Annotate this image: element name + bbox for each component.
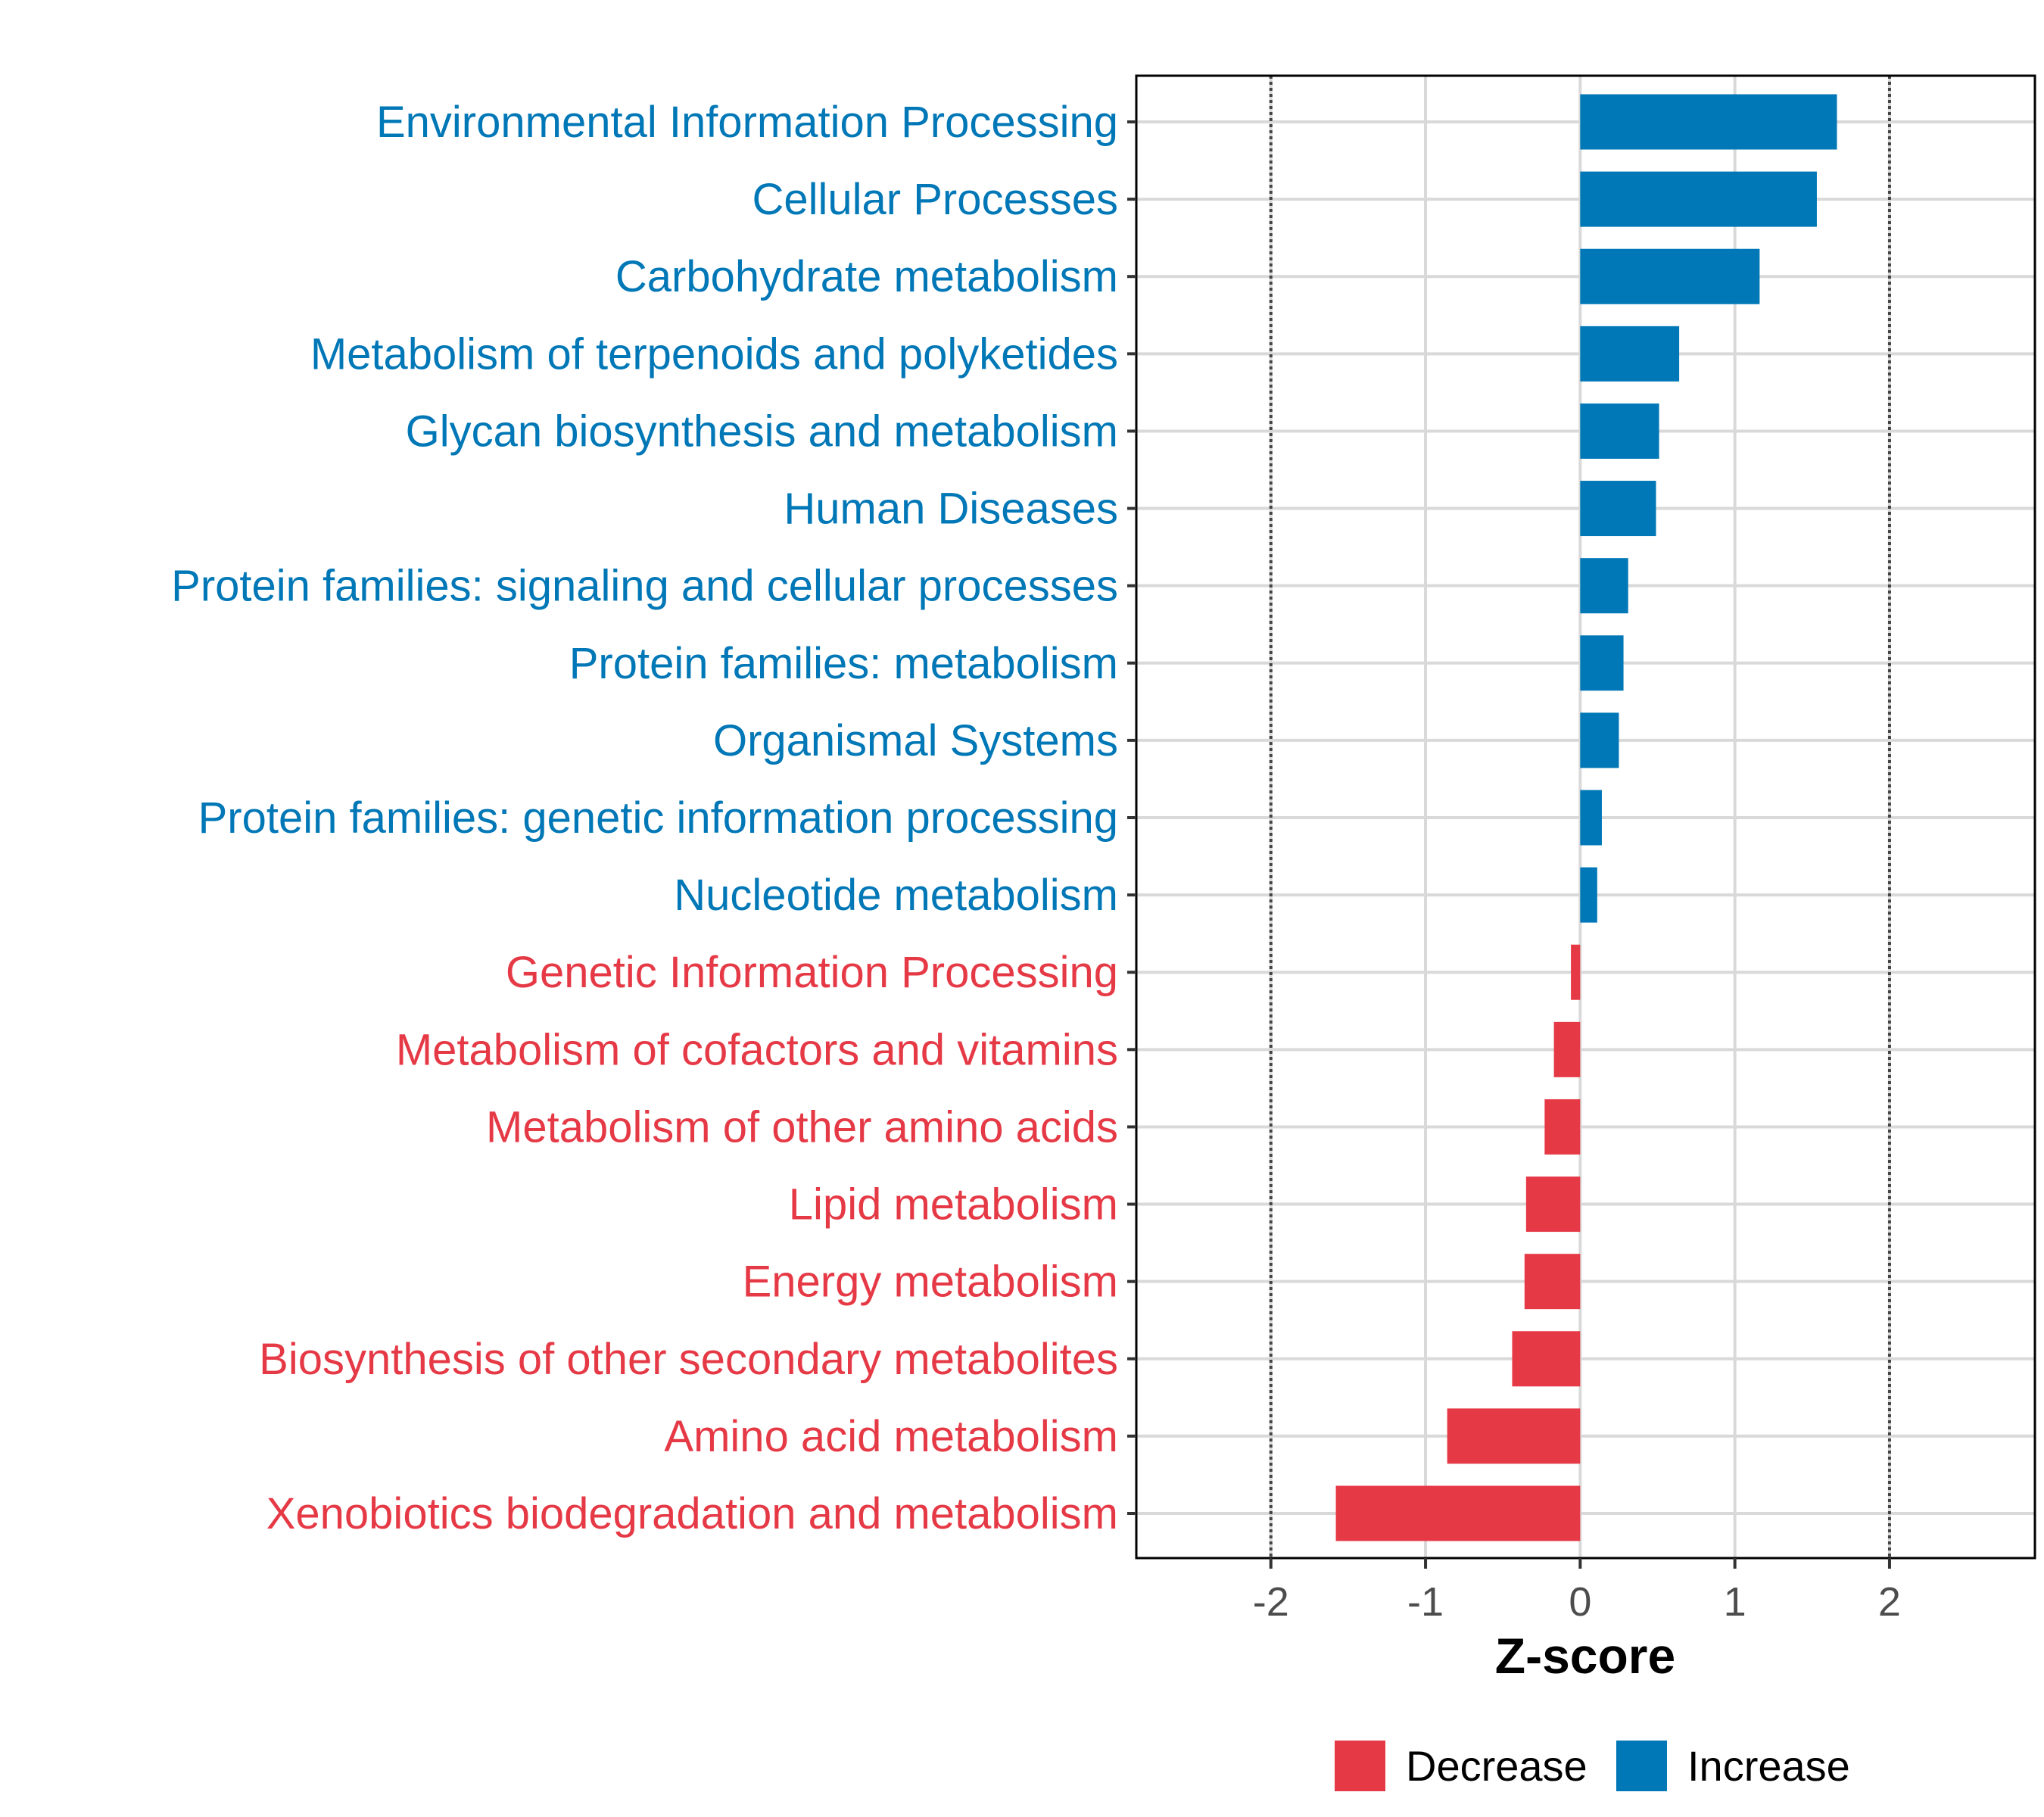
bar	[1580, 635, 1624, 691]
y-tick-label: Energy metabolism	[743, 1258, 1118, 1307]
bar	[1335, 1485, 1581, 1541]
bar	[1525, 1177, 1581, 1233]
bar	[1580, 481, 1656, 537]
y-tick-label: Cellular Processes	[752, 175, 1118, 224]
x-tick-label: 1	[1724, 1579, 1746, 1625]
bars	[1335, 94, 1837, 1541]
y-tick-label: Protein families: signaling and cellular…	[171, 562, 1118, 611]
bar	[1524, 1254, 1581, 1310]
bar	[1447, 1408, 1581, 1464]
y-tick-label: Carbohydrate metabolism	[615, 252, 1118, 301]
y-tick-label: Glycan biosynthesis and metabolism	[406, 407, 1118, 456]
bar	[1512, 1331, 1581, 1387]
y-tick-label: Organismal Systems	[713, 716, 1118, 765]
bar	[1580, 248, 1760, 304]
bar	[1580, 171, 1817, 227]
y-tick-label: Xenobiotics biodegradation and metabolis…	[266, 1489, 1118, 1538]
y-tick-label: Genetic Information Processing	[506, 948, 1118, 997]
y-tick-label: Human Diseases	[784, 485, 1118, 534]
bar	[1553, 1021, 1581, 1077]
x-tick-label: -1	[1407, 1579, 1444, 1625]
y-tick-label: Lipid metabolism	[789, 1180, 1118, 1230]
legend-label-decrease: Decrease	[1406, 1742, 1588, 1790]
bar	[1580, 94, 1837, 150]
y-axis-labels: Environmental Information Processing Cell…	[171, 98, 1136, 1538]
y-tick-label: Environmental Information Processing	[376, 98, 1118, 147]
y-tick-label: Protein families: metabolism	[569, 639, 1118, 688]
bar	[1580, 790, 1602, 846]
bar	[1580, 326, 1680, 382]
y-tick-label: Nucleotide metabolism	[674, 871, 1118, 920]
y-tick-label: Amino acid metabolism	[664, 1412, 1118, 1461]
x-tick-label: -2	[1253, 1579, 1289, 1625]
legend: Decrease Increase	[1335, 1741, 1850, 1791]
x-axis-ticks: -2 -1 0 1 2	[1253, 1558, 1901, 1625]
x-tick-label: 0	[1569, 1579, 1591, 1625]
bar	[1580, 558, 1628, 614]
x-axis-title: Z-score	[1495, 1628, 1675, 1684]
y-tick-label: Biosynthesis of other secondary metaboli…	[259, 1335, 1118, 1384]
y-tick-label: Metabolism of other amino acids	[486, 1102, 1118, 1152]
bar	[1580, 867, 1597, 923]
y-tick-label: Metabolism of cofactors and vitamins	[396, 1025, 1118, 1074]
y-tick-label: Protein families: genetic information pr…	[198, 793, 1118, 843]
legend-swatch-decrease	[1335, 1741, 1385, 1791]
bar	[1580, 403, 1659, 459]
y-tick-label: Metabolism of terpenoids and polyketides	[310, 329, 1118, 379]
bar	[1544, 1099, 1581, 1155]
x-tick-label: 2	[1878, 1579, 1901, 1625]
bar	[1571, 944, 1581, 1000]
reference-lines	[1269, 76, 1891, 1558]
legend-label-increase: Increase	[1687, 1742, 1850, 1790]
bar	[1580, 712, 1619, 768]
legend-swatch-increase	[1616, 1741, 1667, 1791]
